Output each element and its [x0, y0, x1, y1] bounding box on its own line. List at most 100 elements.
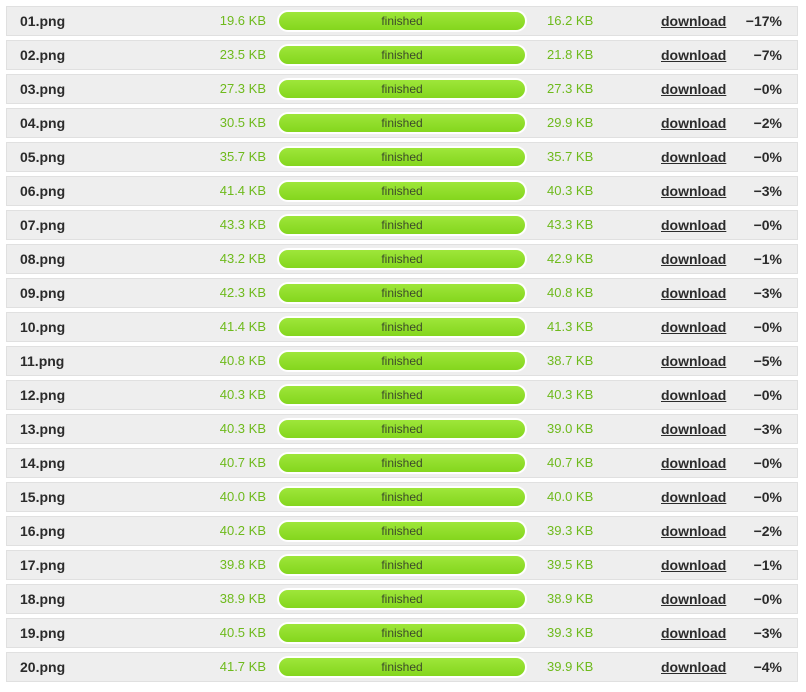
download-link[interactable]: download: [661, 455, 727, 471]
progress-bar: finished: [277, 588, 527, 610]
original-size: 23.5 KB: [219, 47, 266, 62]
original-size: 30.5 KB: [219, 115, 266, 130]
progress-fill: finished: [279, 318, 525, 336]
file-name: 13.png: [20, 421, 66, 437]
savings-percent: −0%: [753, 319, 782, 335]
progress-fill: finished: [279, 522, 525, 540]
original-size: 41.7 KB: [219, 659, 266, 674]
savings-percent: −0%: [753, 591, 782, 607]
file-row: 17.png 39.8 KB finished 39.5 KB download…: [6, 550, 798, 580]
download-link[interactable]: download: [661, 183, 727, 199]
file-row: 02.png 23.5 KB finished 21.8 KB download…: [6, 40, 798, 70]
progress-bar: finished: [277, 78, 527, 100]
download-link[interactable]: download: [661, 285, 727, 301]
file-row: 04.png 30.5 KB finished 29.9 KB download…: [6, 108, 798, 138]
file-name: 06.png: [20, 183, 66, 199]
compressed-size: 40.7 KB: [547, 455, 594, 470]
download-link[interactable]: download: [661, 319, 727, 335]
original-size: 39.8 KB: [219, 557, 266, 572]
download-link[interactable]: download: [661, 591, 727, 607]
download-link[interactable]: download: [661, 489, 727, 505]
file-row: 09.png 42.3 KB finished 40.8 KB download…: [6, 278, 798, 308]
progress-fill: finished: [279, 148, 525, 166]
savings-percent: −3%: [753, 285, 782, 301]
progress-fill: finished: [279, 114, 525, 132]
download-link[interactable]: download: [661, 81, 727, 97]
savings-percent: −2%: [753, 523, 782, 539]
progress-bar: finished: [277, 44, 527, 66]
download-link[interactable]: download: [661, 47, 727, 63]
savings-percent: −0%: [753, 387, 782, 403]
download-link[interactable]: download: [661, 557, 727, 573]
compressed-size: 40.8 KB: [547, 285, 594, 300]
file-row: 03.png 27.3 KB finished 27.3 KB download…: [6, 74, 798, 104]
progress-bar: finished: [277, 282, 527, 304]
savings-percent: −0%: [753, 455, 782, 471]
file-row: 11.png 40.8 KB finished 38.7 KB download…: [6, 346, 798, 376]
file-name: 15.png: [20, 489, 66, 505]
download-link[interactable]: download: [661, 659, 727, 675]
original-size: 40.7 KB: [219, 455, 266, 470]
progress-fill: finished: [279, 454, 525, 472]
download-link[interactable]: download: [661, 353, 727, 369]
file-list: 01.png 19.6 KB finished 16.2 KB download…: [6, 6, 798, 686]
compressed-size: 43.3 KB: [547, 217, 594, 232]
progress-bar: finished: [277, 418, 527, 440]
progress-bar: finished: [277, 520, 527, 542]
progress-bar: finished: [277, 452, 527, 474]
progress-fill: finished: [279, 182, 525, 200]
savings-percent: −3%: [753, 183, 782, 199]
file-row: 05.png 35.7 KB finished 35.7 KB download…: [6, 142, 798, 172]
download-link[interactable]: download: [661, 217, 727, 233]
progress-fill: finished: [279, 624, 525, 642]
download-link[interactable]: download: [661, 625, 727, 641]
file-row: 15.png 40.0 KB finished 40.0 KB download…: [6, 482, 798, 512]
progress-bar: finished: [277, 180, 527, 202]
original-size: 40.2 KB: [219, 523, 266, 538]
file-row: 12.png 40.3 KB finished 40.3 KB download…: [6, 380, 798, 410]
progress-fill: finished: [279, 250, 525, 268]
compressed-size: 38.9 KB: [547, 591, 594, 606]
compressed-size: 35.7 KB: [547, 149, 594, 164]
progress-bar: finished: [277, 656, 527, 678]
progress-bar: finished: [277, 146, 527, 168]
file-name: 16.png: [20, 523, 66, 539]
original-size: 27.3 KB: [219, 81, 266, 96]
file-name: 10.png: [20, 319, 66, 335]
download-link[interactable]: download: [661, 13, 727, 29]
download-link[interactable]: download: [661, 387, 727, 403]
progress-fill: finished: [279, 46, 525, 64]
progress-fill: finished: [279, 80, 525, 98]
file-name: 14.png: [20, 455, 66, 471]
file-name: 05.png: [20, 149, 66, 165]
compressed-size: 16.2 KB: [547, 13, 594, 28]
original-size: 41.4 KB: [219, 183, 266, 198]
file-name: 12.png: [20, 387, 66, 403]
compressed-size: 41.3 KB: [547, 319, 594, 334]
original-size: 35.7 KB: [219, 149, 266, 164]
original-size: 42.3 KB: [219, 285, 266, 300]
progress-fill: finished: [279, 12, 525, 30]
download-link[interactable]: download: [661, 523, 727, 539]
download-link[interactable]: download: [661, 421, 727, 437]
savings-percent: −3%: [753, 421, 782, 437]
file-name: 04.png: [20, 115, 66, 131]
progress-fill: finished: [279, 216, 525, 234]
savings-percent: −0%: [753, 217, 782, 233]
file-name: 02.png: [20, 47, 66, 63]
file-name: 09.png: [20, 285, 66, 301]
file-name: 08.png: [20, 251, 66, 267]
file-name: 07.png: [20, 217, 66, 233]
download-link[interactable]: download: [661, 149, 727, 165]
original-size: 41.4 KB: [219, 319, 266, 334]
compressed-size: 39.9 KB: [547, 659, 594, 674]
progress-bar: finished: [277, 10, 527, 32]
original-size: 40.3 KB: [219, 421, 266, 436]
compressed-size: 39.3 KB: [547, 625, 594, 640]
compressed-size: 42.9 KB: [547, 251, 594, 266]
download-link[interactable]: download: [661, 115, 727, 131]
progress-fill: finished: [279, 284, 525, 302]
file-row: 01.png 19.6 KB finished 16.2 KB download…: [6, 6, 798, 36]
progress-bar: finished: [277, 112, 527, 134]
download-link[interactable]: download: [661, 251, 727, 267]
